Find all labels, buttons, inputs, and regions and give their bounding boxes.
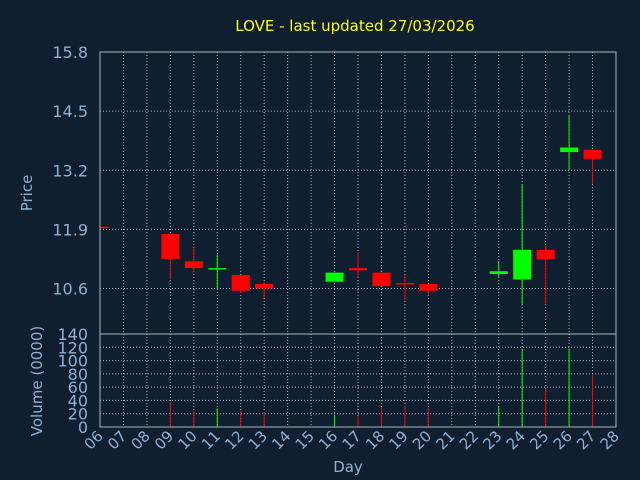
candle-body: [208, 268, 227, 270]
volume-y-tick-label: 20: [68, 405, 88, 424]
candle-body: [231, 274, 250, 291]
candle-body: [184, 261, 203, 269]
candle-body: [419, 283, 438, 291]
volume-y-tick-label: 120: [57, 338, 88, 357]
volume-bars: [169, 348, 594, 427]
x-tick-labels: 0607080910111213141516171819202122232425…: [81, 427, 623, 453]
chart-title: LOVE - last updated 27/03/2026: [235, 17, 474, 35]
volume-panel-frame: [99, 333, 617, 428]
price-y-tick-label: 10.6: [52, 280, 88, 299]
candle-body: [536, 249, 555, 259]
candle-body: [325, 272, 344, 282]
volume-y-tick-label: 140: [57, 325, 88, 344]
price-y-tick-label: 13.2: [52, 161, 88, 180]
price-bodies: [100, 147, 602, 291]
candle-body: [489, 271, 508, 274]
candle-body: [349, 268, 367, 271]
volume-y-tick-label: 60: [68, 378, 88, 397]
volume-y-tick-label: 40: [68, 391, 88, 410]
candle-body: [583, 149, 602, 159]
candle-body: [560, 147, 579, 153]
price-axis-label: Price: [18, 175, 36, 212]
volume-axis-label: Volume (0000): [28, 326, 46, 436]
candle-body: [395, 283, 414, 285]
candle-body: [513, 249, 532, 280]
volume-y-tick-label: 100: [57, 352, 88, 371]
candle-body: [372, 272, 391, 287]
x-axis-label: Day: [333, 458, 363, 476]
price-y-tick-label: 11.9: [52, 220, 88, 239]
volume-y-tick-label: 0: [78, 418, 88, 437]
price-y-tick-labels: 15.8 14.5 13.2 11.9 10.6: [52, 43, 88, 299]
candle-body: [255, 283, 274, 289]
price-y-tick-label: 14.5: [52, 102, 88, 121]
price-y-tick-label: 15.8: [52, 43, 88, 62]
candle-body: [161, 233, 180, 259]
candle-body: [100, 226, 109, 229]
volume-y-tick-label: 80: [68, 365, 88, 384]
